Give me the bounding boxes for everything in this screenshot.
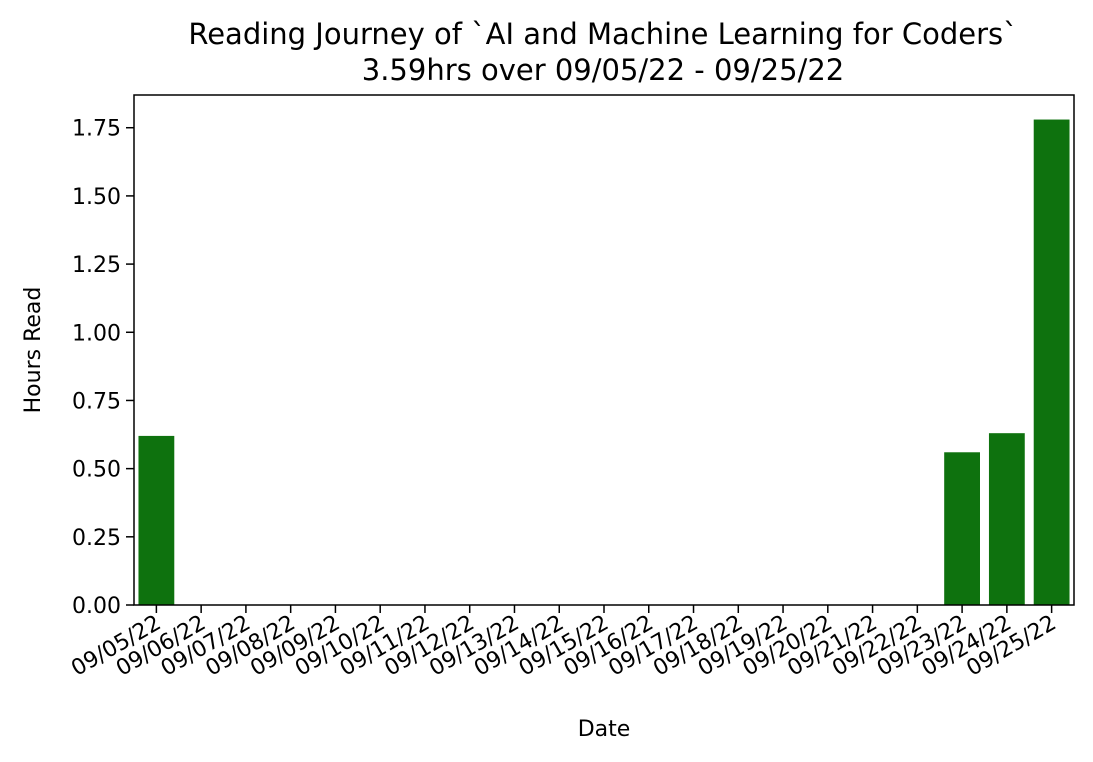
bar-09-23-22: [944, 452, 980, 605]
y-tick-label: 0.25: [72, 526, 121, 551]
y-axis: 0.00 0.25 0.50 0.75 1.00 1.25 1.50 1.75: [72, 117, 134, 619]
y-tick-label: 0.75: [72, 389, 121, 414]
x-axis: 09/05/2209/06/2209/07/2209/08/2209/09/22…: [67, 605, 1061, 682]
bar-09-24-22: [988, 433, 1025, 605]
bar-09-05-22: [138, 435, 175, 605]
chart-title: Reading Journey of `AI and Machine Learn…: [188, 17, 1017, 51]
y-tick-label: 0.00: [72, 594, 121, 619]
plot-frame: [133, 94, 1075, 606]
y-axis-label: Hours Read: [21, 287, 46, 414]
bar-09-25-22: [1033, 119, 1070, 605]
y-tick-label: 1.75: [72, 117, 121, 142]
y-tick-label: 1.50: [72, 185, 121, 210]
y-tick-label: 1.00: [72, 321, 121, 346]
x-axis-label: Date: [578, 717, 631, 742]
bar-series: [138, 119, 1070, 605]
y-tick-label: 0.50: [72, 458, 121, 483]
y-tick-label: 1.25: [72, 253, 121, 278]
chart-subtitle: 3.59hrs over 09/05/22 - 09/25/22: [362, 53, 844, 87]
